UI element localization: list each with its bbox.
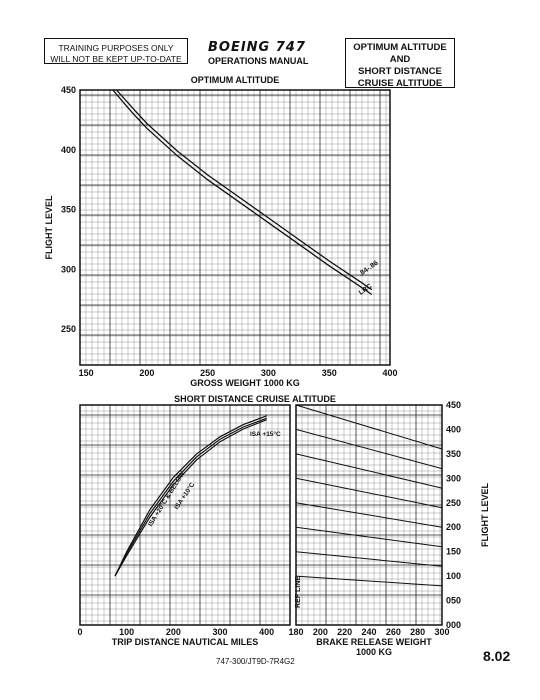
trip-curve-1 [114, 417, 267, 577]
x-tick-label: 180 [288, 627, 303, 637]
section-title-line-1: OPTIMUM ALTITUDE [353, 42, 447, 53]
notice-line-2: WILL NOT BE KEPT UP-TO-DATE [50, 53, 182, 64]
weight-line-2 [295, 453, 443, 489]
y-tick-label: 300 [61, 264, 76, 274]
manual-title: OPERATIONS MANUAL [208, 56, 309, 66]
x-tick-label: 250 [200, 368, 215, 378]
y-tick-label: 200 [446, 522, 461, 532]
x-tick-label: 400 [382, 368, 397, 378]
section-title-line-4: CRUISE ALTITUDE [357, 77, 443, 89]
weight-line-3 [295, 477, 443, 509]
x-axis-label: BRAKE RELEASE WEIGHT [316, 637, 432, 647]
y-tick-label: 100 [446, 571, 461, 581]
x-axis-label: GROSS WEIGHT 1000 KG [190, 378, 300, 388]
x-tick-label: 200 [166, 627, 181, 637]
y-tick-label: 300 [446, 473, 461, 483]
x-tick-label: 300 [434, 627, 449, 637]
document-code: 747-300/JT9D-7R4G2 [216, 657, 295, 666]
short-distance-title: SHORT DISTANCE CRUISE ALTITUDE [174, 394, 336, 404]
training-notice: TRAINING PURPOSES ONLY WILL NOT BE KEPT … [44, 38, 188, 64]
x-tick-label: 200 [139, 368, 154, 378]
trip-curve-2 [114, 419, 267, 577]
series-label: ISA +15°C [250, 430, 281, 438]
weight-line-7 [295, 575, 443, 587]
x-tick-label: 100 [119, 627, 134, 637]
notice-line-1: TRAINING PURPOSES ONLY [58, 43, 174, 53]
y-tick-label: 050 [446, 596, 461, 606]
x-tick-label: 280 [410, 627, 425, 637]
brand-logo: BOEING 747 [208, 40, 306, 55]
x-tick-label: 350 [322, 368, 337, 378]
y-tick-label: 450 [61, 85, 76, 95]
optimum-altitude-title: OPTIMUM ALTITUDE [191, 75, 280, 85]
section-title-box: OPTIMUM ALTITUDE AND SHORT DISTANCE CRUI… [345, 38, 455, 89]
weight-line-6 [295, 551, 443, 567]
optimum-curve-1 [112, 89, 373, 296]
y-tick-label: 250 [61, 324, 76, 334]
x-tick-label: 400 [259, 627, 274, 637]
x-tick-label: 260 [386, 627, 401, 637]
y-tick-label: 350 [61, 205, 76, 215]
x-tick-label: 200 [313, 627, 328, 637]
x-tick-label: 300 [261, 368, 276, 378]
weight-line-5 [295, 526, 443, 548]
y-axis-label: FLIGHT LEVEL [480, 483, 490, 548]
trip-distance-grid-frame [79, 404, 291, 626]
weight-line-1 [295, 428, 443, 470]
section-title-line-3: SHORT DISTANCE [358, 65, 442, 77]
x-tick-label: 240 [361, 627, 376, 637]
x-tick-label: 150 [79, 368, 94, 378]
x-tick-label: 220 [337, 627, 352, 637]
y-tick-label: 400 [446, 424, 461, 434]
ref-line-label: REF LINE [295, 576, 302, 608]
y-tick-label: 250 [446, 498, 461, 508]
y-tick-label: 150 [446, 547, 461, 557]
y-tick-label: 400 [61, 145, 76, 155]
page-number: 8.02 [483, 648, 511, 664]
y-tick-label: 000 [446, 620, 461, 630]
optimum-altitude-grid-frame [79, 89, 391, 366]
weight-line-4 [295, 502, 443, 528]
x-axis-unit: 1000 KG [356, 647, 392, 657]
x-tick-label: 300 [212, 627, 227, 637]
x-axis-label: TRIP DISTANCE NAUTICAL MILES [112, 637, 259, 647]
y-tick-label: 450 [446, 400, 461, 410]
section-title-line-2: AND [389, 53, 411, 65]
y-axis-label: FLIGHT LEVEL [44, 195, 54, 260]
optimum-altitude-grid [79, 89, 390, 366]
optimum-curve-0 [116, 89, 373, 291]
x-tick-label: 0 [77, 627, 82, 637]
y-tick-label: 350 [446, 449, 461, 459]
trip-curve-0 [114, 415, 267, 577]
weight-line-0 [295, 404, 443, 450]
trip-distance-grid [79, 404, 291, 626]
brake-release-grid-frame [295, 404, 443, 626]
